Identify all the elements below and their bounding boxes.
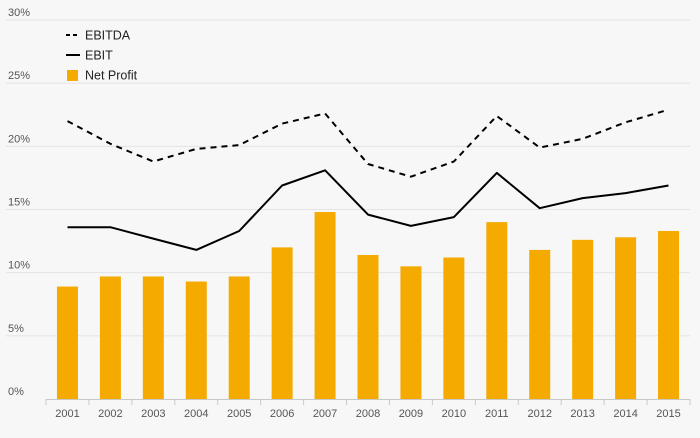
net-profit-bar [185,281,207,399]
legend-label: Net Profit [85,69,138,83]
series-lines [67,108,669,251]
x-tick-label: 2011 [485,408,509,420]
y-tick-label: 15% [8,197,30,209]
y-tick-label: 25% [8,70,30,82]
y-axis-ticks: 0% 5% 10% 15% 20% 25% 30% [8,7,30,398]
x-tick-label: 2015 [656,408,680,420]
legend-label: EBIT [85,49,113,63]
y-tick-label: 30% [8,7,30,19]
legend-item-ebit[interactable]: EBIT [66,49,113,63]
x-tick-label: 2010 [442,408,466,420]
x-tick-label: 2008 [356,408,380,420]
net-profit-bar [357,254,379,399]
x-tick-label: 2006 [270,408,294,420]
x-tick-label: 2001 [55,408,79,420]
ebitda-line [67,108,669,178]
x-tick-label: 2005 [227,408,251,420]
net-profit-bar [271,247,293,399]
net-profit-bar [486,222,508,399]
y-tick-label: 10% [8,260,30,272]
net-profit-bars [56,212,680,399]
net-profit-bar [529,249,551,399]
net-profit-bar [658,230,680,399]
x-tick-label: 2003 [141,408,165,420]
legend-swatch [67,70,78,81]
y-tick-label: 0% [8,386,24,398]
x-tick-label: 2007 [313,408,337,420]
x-tick-label: 2014 [613,408,637,420]
y-tick-label: 5% [8,323,24,335]
ebit-line [67,169,669,251]
net-profit-bar [228,276,250,399]
legend-item-net-profit[interactable]: Net Profit [67,69,138,83]
net-profit-bar [443,257,465,399]
x-tick-label: 2013 [570,408,594,420]
net-profit-bar [142,276,164,399]
x-tick-label: 2004 [184,408,208,420]
x-tick-label: 2002 [98,408,122,420]
legend-label: EBITDA [85,29,131,43]
net-profit-bar [400,266,422,399]
legend[interactable]: EBITDA EBIT Net Profit [66,29,138,83]
net-profit-bar [99,276,121,399]
legend-item-ebitda[interactable]: EBITDA [66,29,131,43]
x-tick-label: 2012 [527,408,551,420]
net-profit-bar [572,239,594,399]
net-profit-bar [314,212,336,399]
y-tick-label: 20% [8,133,30,145]
x-axis: 2001 2002 2003 2004 2005 2006 2007 2008 2009 2010… [45,399,691,420]
x-tick-label: 2009 [399,408,423,420]
net-profit-bar [56,286,78,399]
net-profit-bar [615,237,637,399]
